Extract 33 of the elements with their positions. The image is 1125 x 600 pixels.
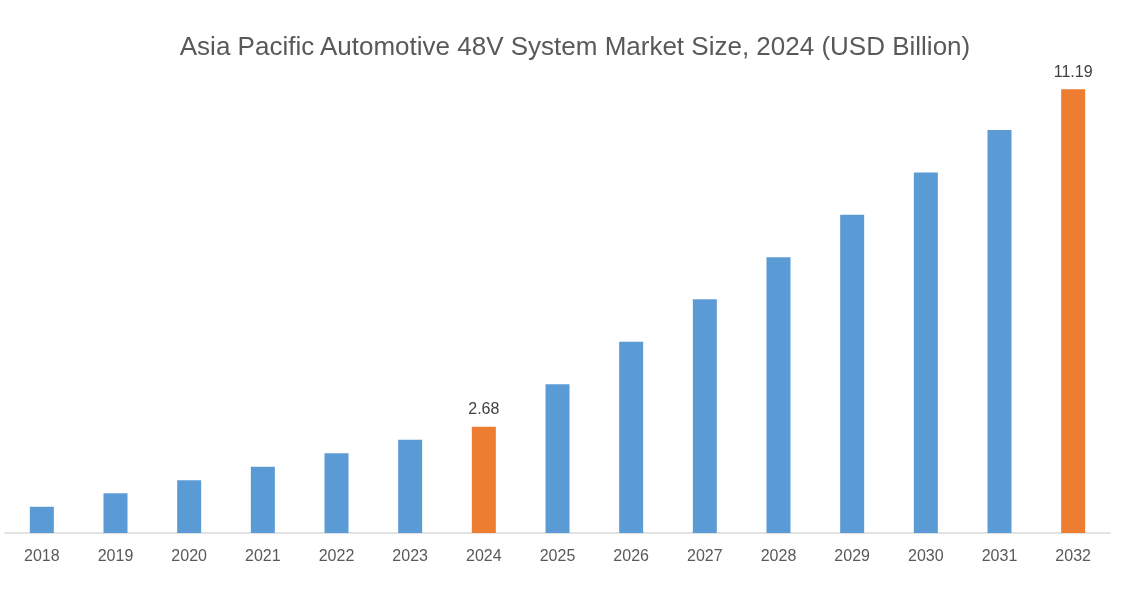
bar xyxy=(545,384,570,533)
x-tick-label: 2021 xyxy=(245,546,281,564)
bar xyxy=(324,453,349,533)
bar xyxy=(987,129,1012,533)
x-tick-label: 2027 xyxy=(687,546,723,564)
bar xyxy=(692,299,717,533)
x-tick-label: 2024 xyxy=(466,546,502,564)
data-label: 11.19 xyxy=(1053,62,1093,80)
x-tick-label: 2029 xyxy=(834,546,871,564)
bar xyxy=(1061,89,1086,533)
x-tick-label: 2031 xyxy=(981,546,1018,564)
bar xyxy=(250,466,275,533)
bar xyxy=(766,257,791,533)
x-tick-label: 2022 xyxy=(318,546,355,564)
x-tick-label: 2030 xyxy=(908,546,944,564)
data-label: 2.68 xyxy=(468,400,500,418)
x-tick-label: 2028 xyxy=(760,546,797,564)
x-tick-label: 2020 xyxy=(171,546,208,564)
bar xyxy=(840,214,865,533)
bar xyxy=(619,341,644,533)
x-tick-label: 2025 xyxy=(539,546,576,564)
chart-title: Asia Pacific Automotive 48V System Market Size, 2024 (USD Billion) xyxy=(179,31,971,61)
x-tick-label: 2023 xyxy=(392,546,429,564)
bar xyxy=(177,480,202,533)
x-tick-label: 2026 xyxy=(613,546,650,564)
bar xyxy=(471,426,496,533)
bar xyxy=(913,172,938,533)
bar xyxy=(29,506,54,533)
x-tick-label: 2032 xyxy=(1055,546,1092,564)
x-tick-label: 2018 xyxy=(24,546,60,564)
bar xyxy=(103,493,128,533)
x-tick-label: 2019 xyxy=(97,546,134,564)
bar xyxy=(398,439,423,533)
